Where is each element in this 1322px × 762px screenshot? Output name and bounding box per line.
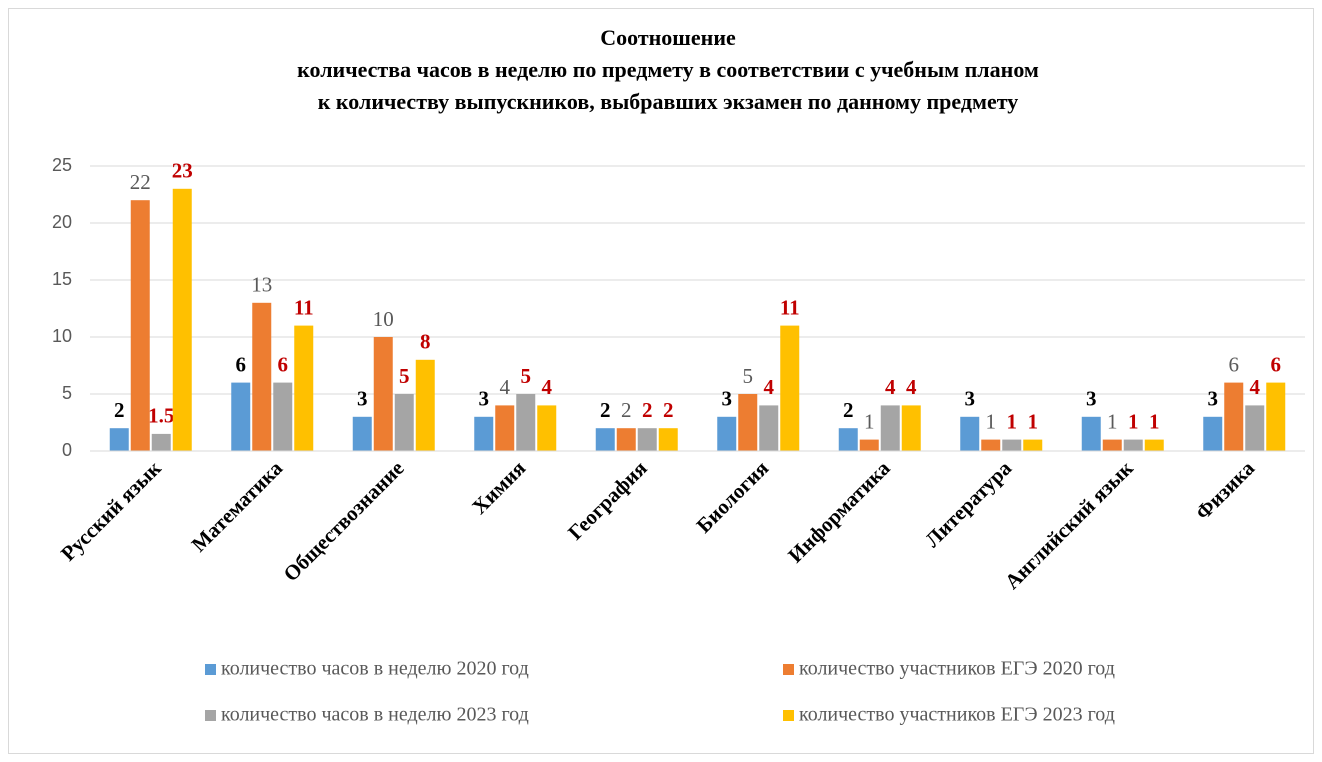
- bar: [537, 405, 557, 451]
- bar: [516, 394, 536, 451]
- data-label: 10: [373, 307, 394, 331]
- data-label: 3: [357, 387, 368, 411]
- bar: [759, 405, 779, 451]
- bar: [495, 405, 515, 451]
- bar: [880, 405, 900, 451]
- data-label: 6: [1229, 352, 1240, 376]
- chart-title: Соотношение: [600, 25, 736, 50]
- legend-label: количество часов в неделю 2023 год: [221, 704, 529, 726]
- bar: [109, 428, 129, 451]
- y-tick-label: 20: [52, 212, 72, 232]
- data-label: 3: [722, 387, 733, 411]
- bar: [231, 382, 251, 451]
- bar: [415, 359, 435, 451]
- bar: [1081, 416, 1101, 451]
- legend-swatch: [205, 710, 216, 721]
- bar: [130, 200, 150, 451]
- data-label: 4: [906, 375, 917, 399]
- bar: [1203, 416, 1223, 451]
- data-label: 6: [1271, 352, 1282, 376]
- data-label: 8: [420, 330, 431, 354]
- data-label: 2: [621, 398, 632, 422]
- bar: [1245, 405, 1265, 451]
- data-label: 1: [864, 409, 875, 433]
- legend-label: количество участников ЕГЭ 2023 год: [799, 704, 1115, 726]
- data-label: 4: [1250, 375, 1261, 399]
- data-label: 1: [1107, 409, 1118, 433]
- y-tick-label: 5: [62, 383, 72, 403]
- data-label: 11: [780, 295, 800, 319]
- data-label: 1: [1128, 409, 1139, 433]
- y-tick-label: 15: [52, 269, 72, 289]
- data-label: 6: [278, 352, 289, 376]
- bar: [394, 394, 414, 451]
- bar: [738, 394, 758, 451]
- chart-frame: [8, 8, 1314, 754]
- chart-title: к количеству выпускников, выбравших экза…: [318, 89, 1019, 114]
- bar: [717, 416, 737, 451]
- data-label: 1: [1149, 409, 1160, 433]
- bar: [616, 428, 636, 451]
- bar: [474, 416, 494, 451]
- bar: [1123, 439, 1143, 451]
- bar: [1144, 439, 1164, 451]
- y-tick-label: 25: [52, 155, 72, 175]
- legend-label: количество участников ЕГЭ 2020 год: [799, 658, 1115, 680]
- data-label: 2: [600, 398, 611, 422]
- data-label: 1: [1028, 409, 1039, 433]
- bar: [637, 428, 657, 451]
- data-label: 1.5: [148, 404, 174, 428]
- chart-title: количества часов в неделю по предмету в …: [297, 57, 1039, 82]
- data-label: 13: [251, 273, 272, 297]
- bar: [1224, 382, 1244, 451]
- bar: [658, 428, 678, 451]
- data-label: 5: [521, 364, 532, 388]
- data-label: 2: [663, 398, 674, 422]
- bar: [981, 439, 1001, 451]
- legend-label: количество часов в неделю 2020 год: [221, 658, 529, 680]
- data-label: 4: [764, 375, 775, 399]
- bar: [780, 325, 800, 451]
- bar: [1266, 382, 1286, 451]
- bar: [373, 337, 393, 451]
- bar: [901, 405, 921, 451]
- bar: [1002, 439, 1022, 451]
- bar: [273, 382, 293, 451]
- bar: [151, 433, 171, 451]
- bar: [294, 325, 314, 451]
- legend-swatch: [783, 664, 794, 675]
- data-label: 5: [743, 364, 754, 388]
- data-label: 2: [642, 398, 653, 422]
- y-tick-label: 10: [52, 326, 72, 346]
- data-label: 23: [172, 159, 193, 183]
- bar: [1102, 439, 1122, 451]
- bar: [838, 428, 858, 451]
- data-label: 6: [236, 352, 247, 376]
- bar: [252, 302, 272, 451]
- data-label: 5: [399, 364, 410, 388]
- bar: [595, 428, 615, 451]
- bar: [352, 416, 372, 451]
- data-label: 2: [114, 398, 125, 422]
- data-label: 4: [500, 375, 511, 399]
- legend-swatch: [205, 664, 216, 675]
- data-label: 1: [1007, 409, 1018, 433]
- data-label: 3: [965, 387, 976, 411]
- y-tick-label: 0: [62, 440, 72, 460]
- legend-swatch: [783, 710, 794, 721]
- data-label: 22: [130, 170, 151, 194]
- bar: [960, 416, 980, 451]
- data-label: 1: [986, 409, 997, 433]
- data-label: 2: [843, 398, 854, 422]
- data-label: 4: [542, 375, 553, 399]
- data-label: 4: [885, 375, 896, 399]
- data-label: 3: [1208, 387, 1219, 411]
- bar: [172, 188, 192, 452]
- bar: [1023, 439, 1043, 451]
- data-label: 11: [294, 295, 314, 319]
- data-label: 3: [1086, 387, 1097, 411]
- data-label: 3: [479, 387, 490, 411]
- bar: [859, 439, 879, 451]
